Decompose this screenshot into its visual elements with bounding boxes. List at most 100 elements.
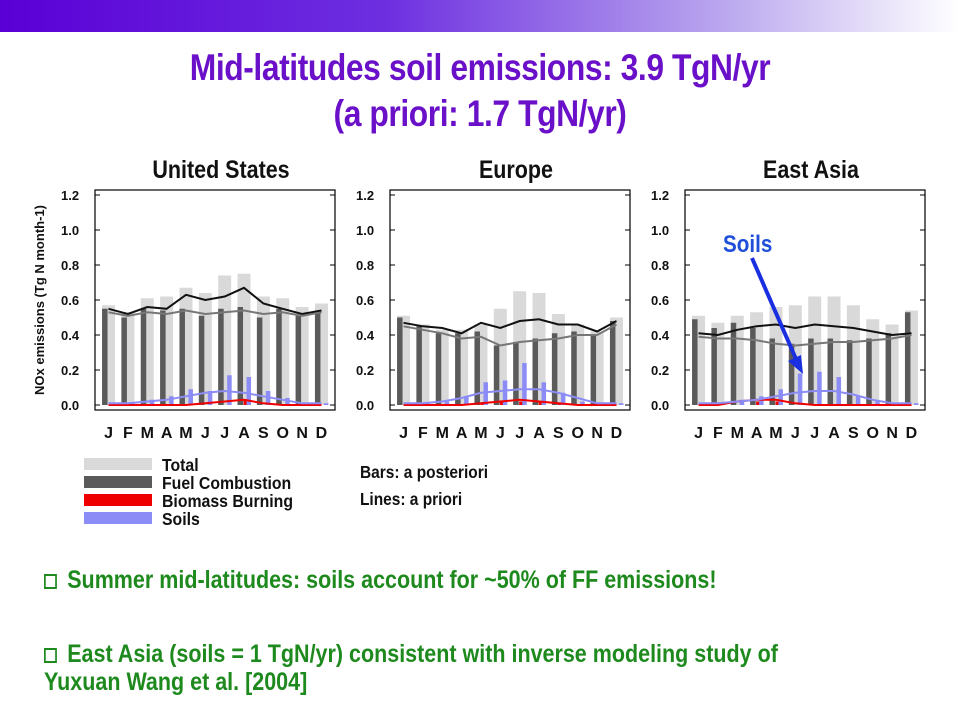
bar-biomass-burning (756, 401, 760, 405)
bar-fuel-combustion (276, 308, 282, 405)
legend-label: Fuel Combustion (162, 473, 291, 493)
legend-swatch (84, 512, 152, 524)
bar-soils (580, 401, 585, 405)
x-tick-label: A (238, 425, 250, 442)
x-tick-label: M (179, 425, 192, 442)
bar-soils (797, 373, 803, 405)
x-tick-label: M (436, 425, 449, 442)
bar-biomass-burning (499, 401, 504, 405)
x-tick-label: S (848, 425, 859, 442)
y-tick-label: 1.2 (61, 188, 79, 203)
line-fuel-combustion (108, 309, 322, 317)
legend-label: Total (162, 455, 199, 475)
top-banner (0, 0, 960, 32)
bar-soils (855, 396, 861, 405)
y-tick-label: 1.2 (356, 188, 374, 203)
bar-biomass-burning (538, 401, 543, 405)
bar-soils (323, 403, 329, 405)
bar-fuel-combustion (513, 342, 519, 405)
checkbox-bullet-icon (44, 648, 57, 663)
x-tick-label: J (104, 425, 113, 442)
bar-fuel-combustion (750, 328, 756, 405)
bar-soils (817, 371, 822, 405)
bar-fuel-combustion (866, 338, 872, 405)
line-soils (403, 388, 617, 405)
bar-fuel-combustion (237, 307, 244, 405)
legend-label: Biomass Burning (162, 491, 293, 511)
x-tick-label: S (553, 425, 564, 442)
slide-title-line-1: Mid-latitudes soil emissions: 3.9 TgN/yr (189, 47, 771, 88)
bar-soils (541, 382, 547, 405)
line-total (698, 323, 912, 337)
checkbox-bullet-icon (44, 574, 57, 589)
x-tick-label: D (906, 425, 918, 442)
x-tick-label: J (515, 425, 524, 442)
bar-fuel-combustion (397, 317, 403, 405)
y-tick-label: 0.4 (356, 328, 375, 343)
y-tick-label: 0.8 (356, 258, 374, 273)
x-tick-label: S (258, 425, 269, 442)
bullet-point-1: Summer mid-latitudes: soils account for … (44, 566, 801, 594)
x-tick-label: M (731, 425, 744, 442)
annotation-arrow (750, 257, 798, 360)
bar-fuel-combustion (455, 333, 461, 405)
legend-swatch (84, 494, 152, 506)
bar-soils (739, 399, 745, 405)
soils-annotation: Soils (723, 231, 772, 258)
bar-soils (444, 401, 450, 405)
line-soils (698, 390, 912, 405)
x-tick-label: M (769, 425, 782, 442)
bar-fuel-combustion (769, 338, 775, 405)
bar-soils (913, 403, 919, 405)
bar-fuel-combustion (314, 310, 321, 405)
legend-label: Soils (162, 509, 200, 529)
bar-fuel-combustion (692, 319, 698, 405)
chart-title: Europe (479, 155, 553, 183)
x-tick-label: F (713, 425, 723, 442)
bar-soils (149, 399, 155, 405)
line-total (108, 286, 322, 316)
slide-title-line-2: (a priori: 1.7 TgN/yr) (333, 93, 627, 134)
bar-soils (207, 391, 213, 405)
line-fuel-combustion (403, 323, 617, 347)
x-tick-label: N (591, 425, 603, 442)
y-tick-label: 1.0 (61, 223, 79, 238)
bar-soils (522, 363, 527, 405)
x-tick-label: A (828, 425, 840, 442)
y-tick-label: 0.0 (356, 398, 374, 413)
y-tick-label: 1.0 (356, 223, 374, 238)
bar-fuel-combustion (788, 343, 795, 405)
x-tick-label: N (296, 425, 308, 442)
bullet-text-2: East Asia (soils = 1 TgN/yr) consistent … (44, 640, 778, 696)
x-tick-label: A (456, 425, 468, 442)
y-tick-label: 0.2 (651, 363, 669, 378)
arrowhead-icon (788, 355, 803, 374)
x-tick-label: J (399, 425, 408, 442)
y-tick-label: 0.6 (651, 293, 669, 308)
y-tick-label: 1.2 (651, 188, 669, 203)
x-tick-label: D (316, 425, 328, 442)
bar-soils (502, 380, 508, 405)
bar-soils (464, 396, 469, 405)
note-text: Bars: a posteriori (360, 462, 488, 482)
x-tick-label: D (611, 425, 623, 442)
bar-fuel-combustion (551, 333, 558, 405)
y-tick-label: 0.0 (651, 398, 669, 413)
x-tick-label: F (123, 425, 133, 442)
line-soils (108, 389, 322, 405)
line-total (403, 318, 617, 335)
bar-fuel-combustion (846, 340, 853, 405)
line-biomass-burning (403, 398, 617, 406)
bar-fuel-combustion (102, 308, 108, 405)
bar-soils (778, 389, 783, 405)
bar-fuel-combustion (904, 312, 911, 405)
bar-fuel-combustion (474, 331, 480, 405)
chart-title: United States (152, 155, 289, 183)
x-tick-label: M (474, 425, 487, 442)
bar-fuel-combustion (179, 308, 185, 405)
x-tick-label: A (533, 425, 545, 442)
x-tick-label: A (751, 425, 763, 442)
bar-fuel-combustion (808, 338, 814, 405)
bar-fuel-combustion (435, 333, 442, 405)
